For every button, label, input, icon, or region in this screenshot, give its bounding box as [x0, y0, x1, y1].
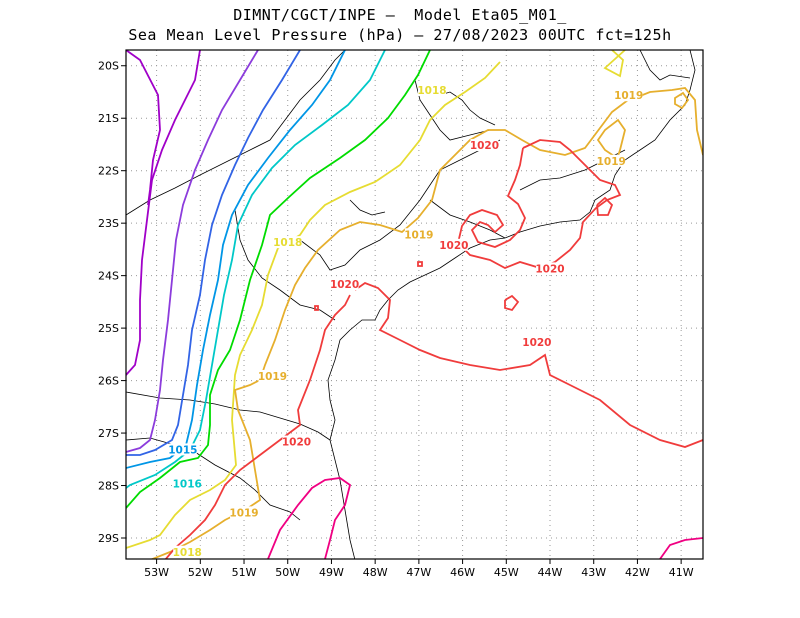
state-border — [126, 391, 331, 441]
isobar-1018 — [603, 50, 626, 78]
contour-label-1016: 1016 — [173, 479, 202, 491]
coastline — [327, 50, 696, 559]
x-tick-label: 49W — [319, 566, 344, 579]
y-tick-label: 25S — [98, 322, 119, 335]
x-tick-label: 41W — [669, 566, 694, 579]
contour-label-bg — [273, 236, 302, 249]
contour-label-1019: 1019 — [404, 229, 433, 241]
contour-label-1020: 1020 — [522, 337, 551, 349]
isobar-1012 — [126, 50, 201, 376]
contour-label-1020: 1020 — [330, 279, 359, 291]
isobar-1018 — [126, 61, 501, 549]
contour-label-bg — [230, 506, 259, 519]
isobars — [126, 50, 703, 559]
x-tick-label: 45W — [494, 566, 519, 579]
contour-label-1020: 1020 — [535, 263, 564, 275]
x-tick-label: 43W — [581, 566, 606, 579]
contour-label-bg — [173, 545, 202, 558]
isobar-1019 — [596, 118, 626, 166]
state-border — [639, 50, 691, 81]
contour-label-bg — [470, 139, 499, 152]
contour-label-bg — [522, 335, 551, 348]
y-tick-label: 28S — [98, 480, 119, 493]
contour-label-bg — [614, 89, 643, 102]
x-tick-label: 44W — [538, 566, 563, 579]
contour-label-bg — [439, 238, 468, 251]
contour-label-1020: 1020 — [470, 140, 499, 152]
contour-label-1019: 1019 — [614, 90, 643, 102]
x-tick-label: 51W — [232, 566, 257, 579]
isobar-1021 — [659, 537, 703, 559]
contour-label-bg — [173, 477, 202, 490]
x-tick-label: 47W — [406, 566, 431, 579]
y-tick-label: 29S — [98, 532, 119, 545]
contour-label-1019: 1019 — [597, 156, 626, 168]
contour-label-bg — [258, 369, 287, 382]
y-tick-label: 26S — [98, 375, 119, 388]
plot-frame — [125, 49, 704, 560]
reservoir — [439, 91, 496, 126]
contour-label-1020: 1020 — [439, 240, 468, 252]
contour-label-1020: 1020 — [282, 437, 311, 449]
contour-labels: 1015 1016 1018 1018 1018 1019 1019 1019 1019 1019… — [168, 83, 643, 559]
y-tick-label: 20S — [98, 60, 119, 73]
contour-label-bg — [168, 443, 197, 456]
isobar-1019 — [150, 99, 629, 559]
contour-label-1019: 1019 — [229, 507, 258, 519]
contour-label-bg — [417, 83, 446, 96]
x-tick-label: 50W — [275, 566, 300, 579]
y-tick-label: 23S — [98, 217, 119, 230]
contour-label-1018: 1018 — [273, 237, 302, 249]
isobar-1020 — [354, 281, 703, 448]
isobar-1019 — [629, 87, 703, 156]
contour-label-1018: 1018 — [417, 85, 446, 97]
isobar-1019 — [674, 91, 690, 110]
reservoir — [349, 199, 386, 216]
state-border — [126, 437, 301, 521]
isobar-1020 — [164, 294, 351, 559]
isobar-1012 — [126, 50, 161, 206]
x-tick-label: 42W — [625, 566, 650, 579]
contour-label-1018: 1018 — [173, 547, 202, 559]
x-tick-label: 52W — [188, 566, 213, 579]
contour-label-bg — [330, 278, 359, 291]
axes: 53W 52W 51W 50W 49W 48W 47W 46W 45W 44W 43W 42W 41W 2… — [98, 60, 694, 579]
state-border — [126, 50, 346, 216]
isobar-1020 — [504, 294, 520, 312]
isobar-1021 — [267, 477, 352, 559]
state-border — [299, 139, 501, 271]
contour-label-bg — [597, 154, 626, 167]
contour-label-1019: 1019 — [258, 371, 287, 383]
isobar-1017 — [126, 50, 431, 509]
isobar-1016 — [126, 50, 386, 489]
y-tick-label: 24S — [98, 270, 119, 283]
y-tick-label: 22S — [98, 165, 119, 178]
isobar-1020 — [596, 196, 614, 216]
x-tick-label: 48W — [363, 566, 388, 579]
chart-title-line1: DIMNT/CGCT/INPE – Model Eta05_M01_ — [233, 6, 567, 24]
isobar-1020 — [417, 261, 423, 267]
contour-label-bg — [404, 228, 433, 241]
state-border — [234, 209, 336, 321]
x-tick-label: 46W — [450, 566, 475, 579]
x-tick-label: 53W — [144, 566, 169, 579]
contour-label-1015: 1015 — [168, 444, 197, 456]
isobar-1014 — [126, 50, 301, 456]
y-tick-label: 27S — [98, 427, 119, 440]
isobar-1013 — [126, 50, 259, 453]
contour-label-bg — [536, 262, 565, 275]
chart-title-line2: Sea Mean Level Pressure (hPa) – 27/08/20… — [128, 26, 672, 44]
state-border — [414, 79, 491, 141]
isobar-1020 — [314, 305, 319, 311]
y-tick-label: 21S — [98, 112, 119, 125]
contour-label-bg — [282, 435, 311, 448]
